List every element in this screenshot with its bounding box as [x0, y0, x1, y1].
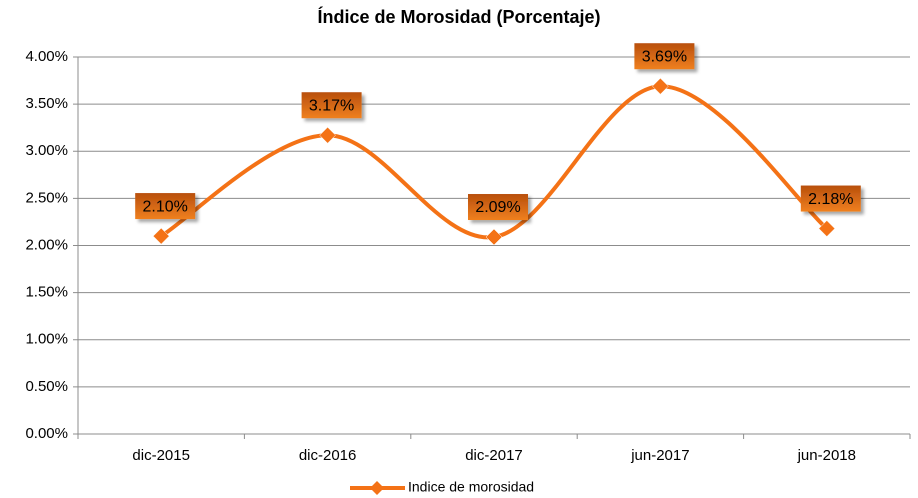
point-marker — [652, 77, 669, 95]
x-tick-label: jun-2017 — [630, 447, 689, 464]
data-label-box — [301, 92, 362, 119]
y-tick-label: 3.50% — [25, 95, 68, 112]
chart-title: Índice de Morosidad (Porcentaje) — [317, 6, 600, 27]
legend-marker — [370, 481, 384, 495]
data-label: 3.17% — [309, 97, 354, 114]
x-tick-label: dic-2015 — [132, 447, 190, 464]
y-tick-label: 3.00% — [25, 142, 68, 159]
data-label-box — [634, 43, 695, 70]
data-label-box — [800, 185, 861, 212]
y-tick-label: 2.00% — [25, 236, 68, 253]
x-tick-label: dic-2017 — [465, 447, 523, 464]
point-marker — [319, 126, 336, 144]
data-label: 2.09% — [475, 199, 520, 216]
y-tick-label: 0.50% — [25, 378, 68, 395]
legend-label: Indice de morosidad — [408, 479, 534, 495]
data-label: 2.10% — [143, 198, 188, 215]
data-label-box — [468, 194, 528, 221]
data-label: 2.18% — [808, 191, 853, 208]
point-marker — [152, 227, 170, 245]
x-tick-label: dic-2016 — [299, 447, 357, 464]
y-tick-label: 2.50% — [25, 189, 68, 206]
y-tick-label: 1.00% — [25, 331, 68, 348]
point-marker — [818, 220, 836, 237]
data-label: 3.69% — [642, 48, 687, 65]
point-marker — [485, 228, 503, 246]
y-tick-label: 1.50% — [25, 284, 68, 301]
y-tick-label: 4.00% — [25, 48, 68, 65]
data-label-box — [135, 193, 196, 220]
x-tick-label: jun-2018 — [797, 447, 856, 464]
y-tick-label: 0.00% — [25, 425, 68, 442]
